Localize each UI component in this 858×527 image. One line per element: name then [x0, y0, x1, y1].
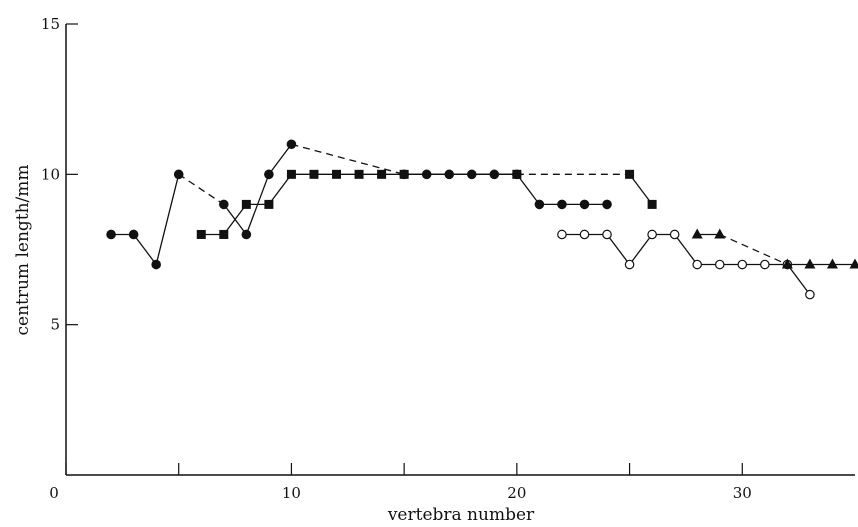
data-point	[128, 229, 139, 240]
data-point	[399, 169, 409, 179]
series-line-segment	[606, 234, 631, 265]
series-4	[691, 228, 858, 269]
data-point	[826, 258, 838, 269]
data-point	[714, 259, 725, 270]
series-line-segment	[516, 173, 540, 205]
data-point	[579, 199, 590, 210]
data-point	[106, 229, 116, 240]
series-line-segment	[291, 143, 405, 175]
series-1	[106, 139, 612, 270]
data-point	[691, 228, 703, 239]
series-layer	[106, 139, 858, 300]
series-line-segment	[268, 143, 292, 175]
data-point	[805, 289, 815, 300]
series-3	[557, 229, 815, 300]
data-point	[714, 228, 726, 239]
data-point	[692, 259, 702, 270]
series-line-segment	[178, 173, 225, 205]
data-point	[534, 199, 545, 210]
data-point	[737, 259, 748, 270]
y-tick-label: 10	[41, 165, 60, 183]
x-tick-label: 0	[49, 484, 59, 502]
series-line-segment	[268, 173, 292, 205]
x-tick-label: 10	[282, 484, 301, 502]
data-point	[264, 169, 274, 180]
data-point	[151, 259, 161, 270]
data-point	[196, 229, 206, 239]
data-point	[625, 169, 635, 179]
series-line-segment	[719, 233, 788, 266]
series-line-segment	[629, 234, 653, 265]
y-tick-label: 5	[50, 316, 60, 334]
data-point	[849, 258, 858, 269]
data-point	[624, 259, 635, 270]
data-point	[512, 169, 522, 179]
data-point	[332, 169, 342, 179]
data-point	[602, 229, 612, 240]
data-point	[241, 199, 251, 209]
data-point	[241, 229, 252, 240]
data-point	[377, 169, 387, 179]
series-line-segment	[133, 234, 157, 265]
series-2	[196, 169, 657, 239]
data-point	[669, 229, 680, 240]
series-line-segment	[223, 204, 247, 235]
series-line-segment	[674, 234, 698, 265]
y-axis-label: centrum length/mm	[13, 164, 33, 335]
x-tick-label: 30	[733, 484, 752, 502]
data-point	[647, 229, 657, 240]
series-line-segment	[155, 174, 180, 265]
data-point	[804, 258, 816, 269]
data-point	[219, 199, 229, 210]
data-point	[647, 199, 657, 209]
axes: 0 10 20 30 5 10 15	[41, 15, 855, 502]
data-point	[309, 169, 319, 179]
data-point	[264, 199, 274, 209]
data-point	[173, 169, 184, 180]
series-line-segment	[629, 173, 653, 205]
data-point	[781, 258, 793, 269]
data-point	[354, 169, 364, 179]
data-point	[219, 229, 229, 239]
x-tick-label: 20	[507, 484, 526, 502]
y-tick-label: 15	[41, 15, 60, 33]
data-point	[557, 229, 567, 240]
data-point	[286, 169, 296, 179]
data-point	[579, 229, 590, 240]
x-axis-label: vertebra number	[387, 505, 535, 525]
data-point	[760, 259, 770, 270]
data-point	[286, 139, 297, 150]
data-point	[602, 199, 612, 210]
series-line-segment	[786, 264, 811, 295]
data-point	[557, 199, 567, 210]
